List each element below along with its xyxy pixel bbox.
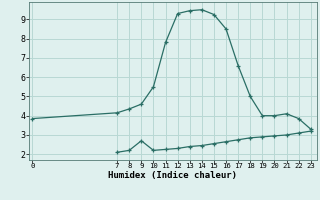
X-axis label: Humidex (Indice chaleur): Humidex (Indice chaleur) bbox=[108, 171, 237, 180]
